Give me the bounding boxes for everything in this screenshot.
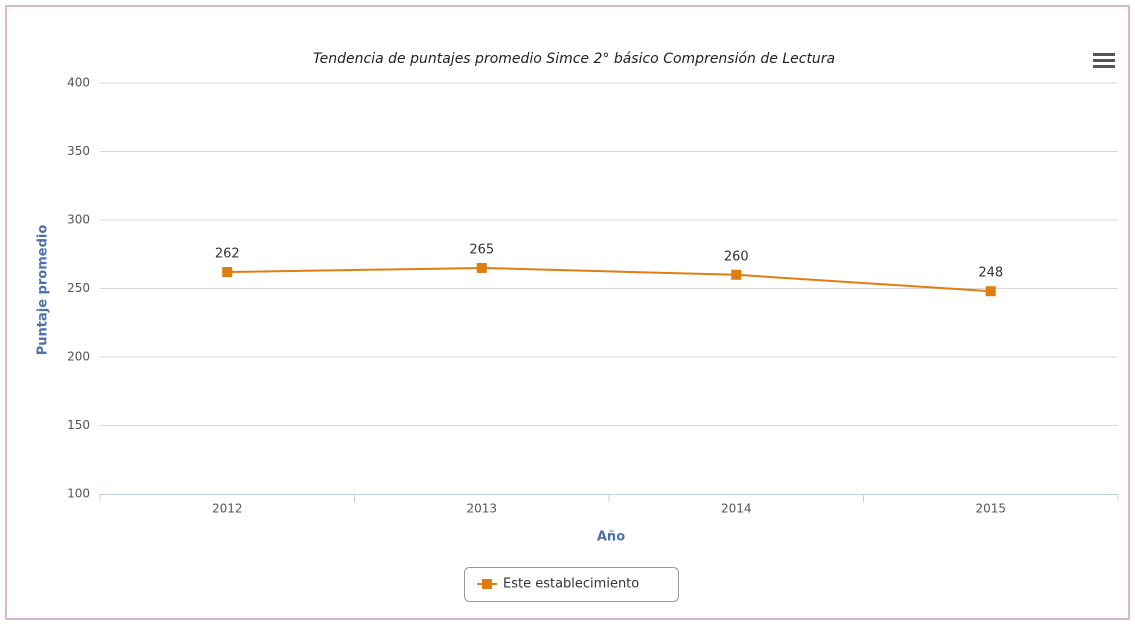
x-tick-label: 2012 <box>212 502 243 516</box>
legend-box <box>464 567 679 602</box>
x-axis-label: Año <box>597 530 625 545</box>
data-label: 265 <box>469 242 494 257</box>
chart-title: Tendencia de puntajes promedio Simce 2° … <box>313 51 835 67</box>
menu-bar <box>1093 59 1115 62</box>
y-tick-label: 350 <box>67 144 90 158</box>
y-tick-label: 200 <box>67 350 90 364</box>
legend-label[interactable]: Este establecimiento <box>503 577 639 592</box>
menu-bar <box>1093 53 1115 56</box>
menu-bar <box>1093 65 1115 68</box>
x-tick-label: 2015 <box>975 502 1006 516</box>
menu-button[interactable] <box>1093 53 1115 68</box>
y-axis-label: Puntaje promedio <box>36 225 51 356</box>
x-tick-label: 2014 <box>721 502 752 516</box>
chart-frame <box>5 5 1130 620</box>
legend[interactable]: Este establecimiento <box>464 567 679 602</box>
y-tick-label: 400 <box>67 76 90 90</box>
data-point <box>731 269 742 280</box>
data-label: 248 <box>978 266 1003 281</box>
y-tick-label: 250 <box>67 281 90 295</box>
data-point <box>985 286 996 297</box>
y-tick-label: 300 <box>67 213 90 227</box>
y-tick-label: 100 <box>67 487 90 501</box>
x-tick-label: 2013 <box>466 502 497 516</box>
data-point <box>222 267 233 278</box>
series-line <box>227 266 991 293</box>
data-label: 260 <box>724 249 749 264</box>
legend-marker <box>482 579 492 589</box>
data-point <box>476 262 487 273</box>
y-tick-label: 150 <box>67 418 90 432</box>
data-label: 262 <box>215 247 240 262</box>
